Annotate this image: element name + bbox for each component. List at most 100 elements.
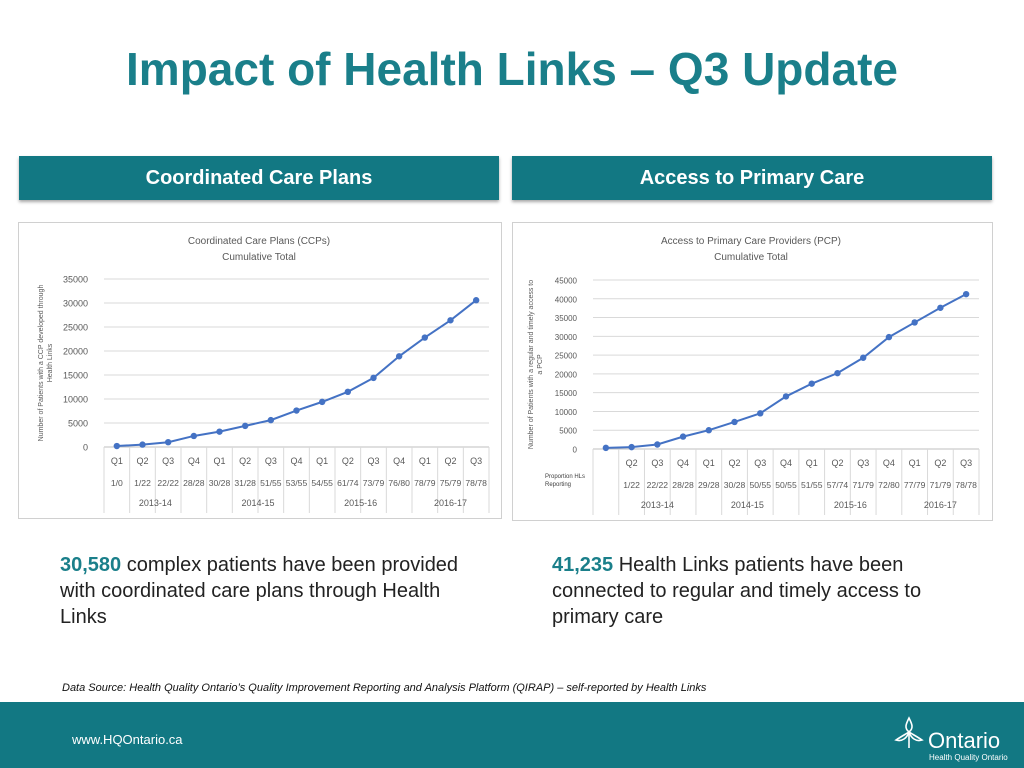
ccp-quarter-label: Q1 xyxy=(316,456,328,466)
pcp-data-point xyxy=(937,304,944,311)
pcp-data-point xyxy=(757,410,764,417)
ccp-reporting-label: 75/79 xyxy=(440,478,462,488)
pcp-y-axis-label: Number of Patients with a regular and ti… xyxy=(528,280,544,449)
ccp-year-label: 2014-15 xyxy=(241,498,274,508)
ccp-chart-title: Coordinated Care Plans (CCPs) xyxy=(188,236,330,247)
ccp-quarter-label: Q2 xyxy=(239,456,251,466)
ccp-y-tick-label: 25000 xyxy=(63,323,88,333)
logo-subtitle: Health Quality Ontario xyxy=(929,753,1008,762)
ccp-y-axis-label: Number of Patients with a CCP developed … xyxy=(38,285,54,442)
pcp-chart-box: Access to Primary Care Providers (PCP) Cu… xyxy=(512,222,993,521)
ccp-y-axis-label-line1: Number of Patients with a CCP developed … xyxy=(38,285,45,442)
pcp-data-point xyxy=(962,290,970,298)
pcp-y-tick-label: 40000 xyxy=(555,295,578,304)
pcp-caption-text: Health Links patients have been connecte… xyxy=(552,554,922,628)
pcp-reporting-label: 71/79 xyxy=(852,480,874,490)
ccp-quarter-label: Q3 xyxy=(162,456,174,466)
ccp-chart: Coordinated Care Plans (CCPs) Cumulative … xyxy=(38,236,490,513)
ccp-quarter-label: Q2 xyxy=(342,456,354,466)
pcp-chart: Access to Primary Care Providers (PCP) Cu… xyxy=(528,236,980,515)
ccp-caption: 30,580 complex patients have been provid… xyxy=(60,552,490,630)
ccp-reporting-label: 78/79 xyxy=(414,478,436,488)
pcp-quarter-label: Q3 xyxy=(857,458,869,468)
logo-name: Ontario xyxy=(928,728,1001,753)
pcp-y-tick-label: 10000 xyxy=(555,408,578,417)
ccp-reporting-label: 78/78 xyxy=(465,478,487,488)
ccp-panel-header: Coordinated Care Plans xyxy=(19,156,499,200)
ccp-caption-text: complex patients have been provided with… xyxy=(60,554,459,628)
ccp-y-tick-label: 5000 xyxy=(68,419,88,429)
ccp-data-point xyxy=(216,428,223,435)
ccp-data-point xyxy=(190,432,198,440)
pcp-quarter-label: Q3 xyxy=(651,458,663,468)
pcp-reporting-label: 30/28 xyxy=(724,480,746,490)
ccp-data-point xyxy=(139,441,146,448)
pcp-quarter-label: Q3 xyxy=(960,458,972,468)
pcp-quarter-label: Q4 xyxy=(780,458,792,468)
ccp-reporting-label: 1/0 xyxy=(111,478,123,488)
ccp-reporting-label: 22/22 xyxy=(157,478,179,488)
pcp-y-tick-label: 20000 xyxy=(555,370,578,379)
ccp-quarter-label: Q1 xyxy=(213,456,225,466)
ccp-data-point xyxy=(267,416,275,424)
ccp-reporting-label: 61/74 xyxy=(337,478,359,488)
ccp-quarter-label: Q3 xyxy=(367,456,379,466)
footer-bar: www.HQOntario.ca Ontario Health Quality … xyxy=(0,702,1024,768)
ccp-y-tick-label: 0 xyxy=(83,443,88,453)
trillium-icon xyxy=(894,716,924,748)
pcp-quarter-label: Q2 xyxy=(626,458,638,468)
ccp-y-axis-label-line2: Health Links xyxy=(47,343,54,382)
ccp-series-line xyxy=(116,299,477,448)
ccp-year-label: 2015-16 xyxy=(344,498,377,508)
pcp-year-label: 2015-16 xyxy=(834,500,867,510)
ccp-reporting-label: 51/55 xyxy=(260,478,282,488)
pcp-reporting-label: 71/79 xyxy=(930,480,952,490)
pcp-year-label: 2013-14 xyxy=(641,500,674,510)
pcp-quarter-label: Q4 xyxy=(677,458,689,468)
pcp-quarter-label: Q2 xyxy=(831,458,843,468)
pcp-quarter-label: Q1 xyxy=(703,458,715,468)
footer-url[interactable]: www.HQOntario.ca xyxy=(72,732,183,747)
ccp-data-point xyxy=(241,422,249,430)
pcp-quarter-label: Q1 xyxy=(909,458,921,468)
pcp-reporting-label: 77/79 xyxy=(904,480,926,490)
pcp-year-label: 2014-15 xyxy=(731,500,764,510)
ccp-quarter-label: Q2 xyxy=(136,456,148,466)
pcp-data-point xyxy=(782,393,790,400)
ccp-y-tick-label: 30000 xyxy=(63,299,88,309)
pcp-y-tick-label: 15000 xyxy=(555,389,578,398)
pcp-data-point xyxy=(602,444,610,452)
pcp-reporting-label: 50/55 xyxy=(750,480,772,490)
ccp-data-point xyxy=(318,398,326,406)
pcp-data-point xyxy=(860,354,867,361)
pcp-row-label-line2: Reporting xyxy=(545,482,571,488)
ccp-reporting-label: 30/28 xyxy=(209,478,231,488)
ccp-year-label: 2016-17 xyxy=(434,498,467,508)
pcp-caption: 41,235 Health Links patients have been c… xyxy=(552,552,982,630)
ontario-logo: Ontario Health Quality Ontario xyxy=(892,714,1012,764)
ccp-quarter-label: Q3 xyxy=(470,456,482,466)
ccp-data-point xyxy=(472,297,480,304)
ccp-total-number: 30,580 xyxy=(60,554,122,576)
pcp-quarter-label: Q1 xyxy=(806,458,818,468)
ccp-data-point xyxy=(164,439,172,446)
pcp-data-point xyxy=(885,333,893,341)
ccp-reporting-label: 31/28 xyxy=(234,478,256,488)
pcp-reporting-label: 78/78 xyxy=(955,480,977,490)
pcp-panel-header: Access to Primary Care xyxy=(512,156,992,200)
ccp-quarter-label: Q3 xyxy=(265,456,277,466)
ccp-data-point xyxy=(344,388,352,395)
ccp-quarter-label: Q4 xyxy=(393,456,405,466)
pcp-quarter-label: Q3 xyxy=(754,458,766,468)
pcp-chart-subtitle: Cumulative Total xyxy=(714,252,788,263)
ccp-quarter-label: Q4 xyxy=(290,456,302,466)
pcp-reporting-label: 28/28 xyxy=(672,480,694,490)
ccp-reporting-label: 1/22 xyxy=(134,478,151,488)
pcp-data-point xyxy=(654,441,661,448)
ccp-quarter-label: Q1 xyxy=(419,456,431,466)
pcp-y-tick-label: 30000 xyxy=(555,333,578,342)
ccp-reporting-label: 76/80 xyxy=(388,478,410,488)
ccp-data-point xyxy=(113,442,121,450)
ccp-quarter-label: Q2 xyxy=(444,456,456,466)
pcp-quarter-label: Q2 xyxy=(934,458,946,468)
